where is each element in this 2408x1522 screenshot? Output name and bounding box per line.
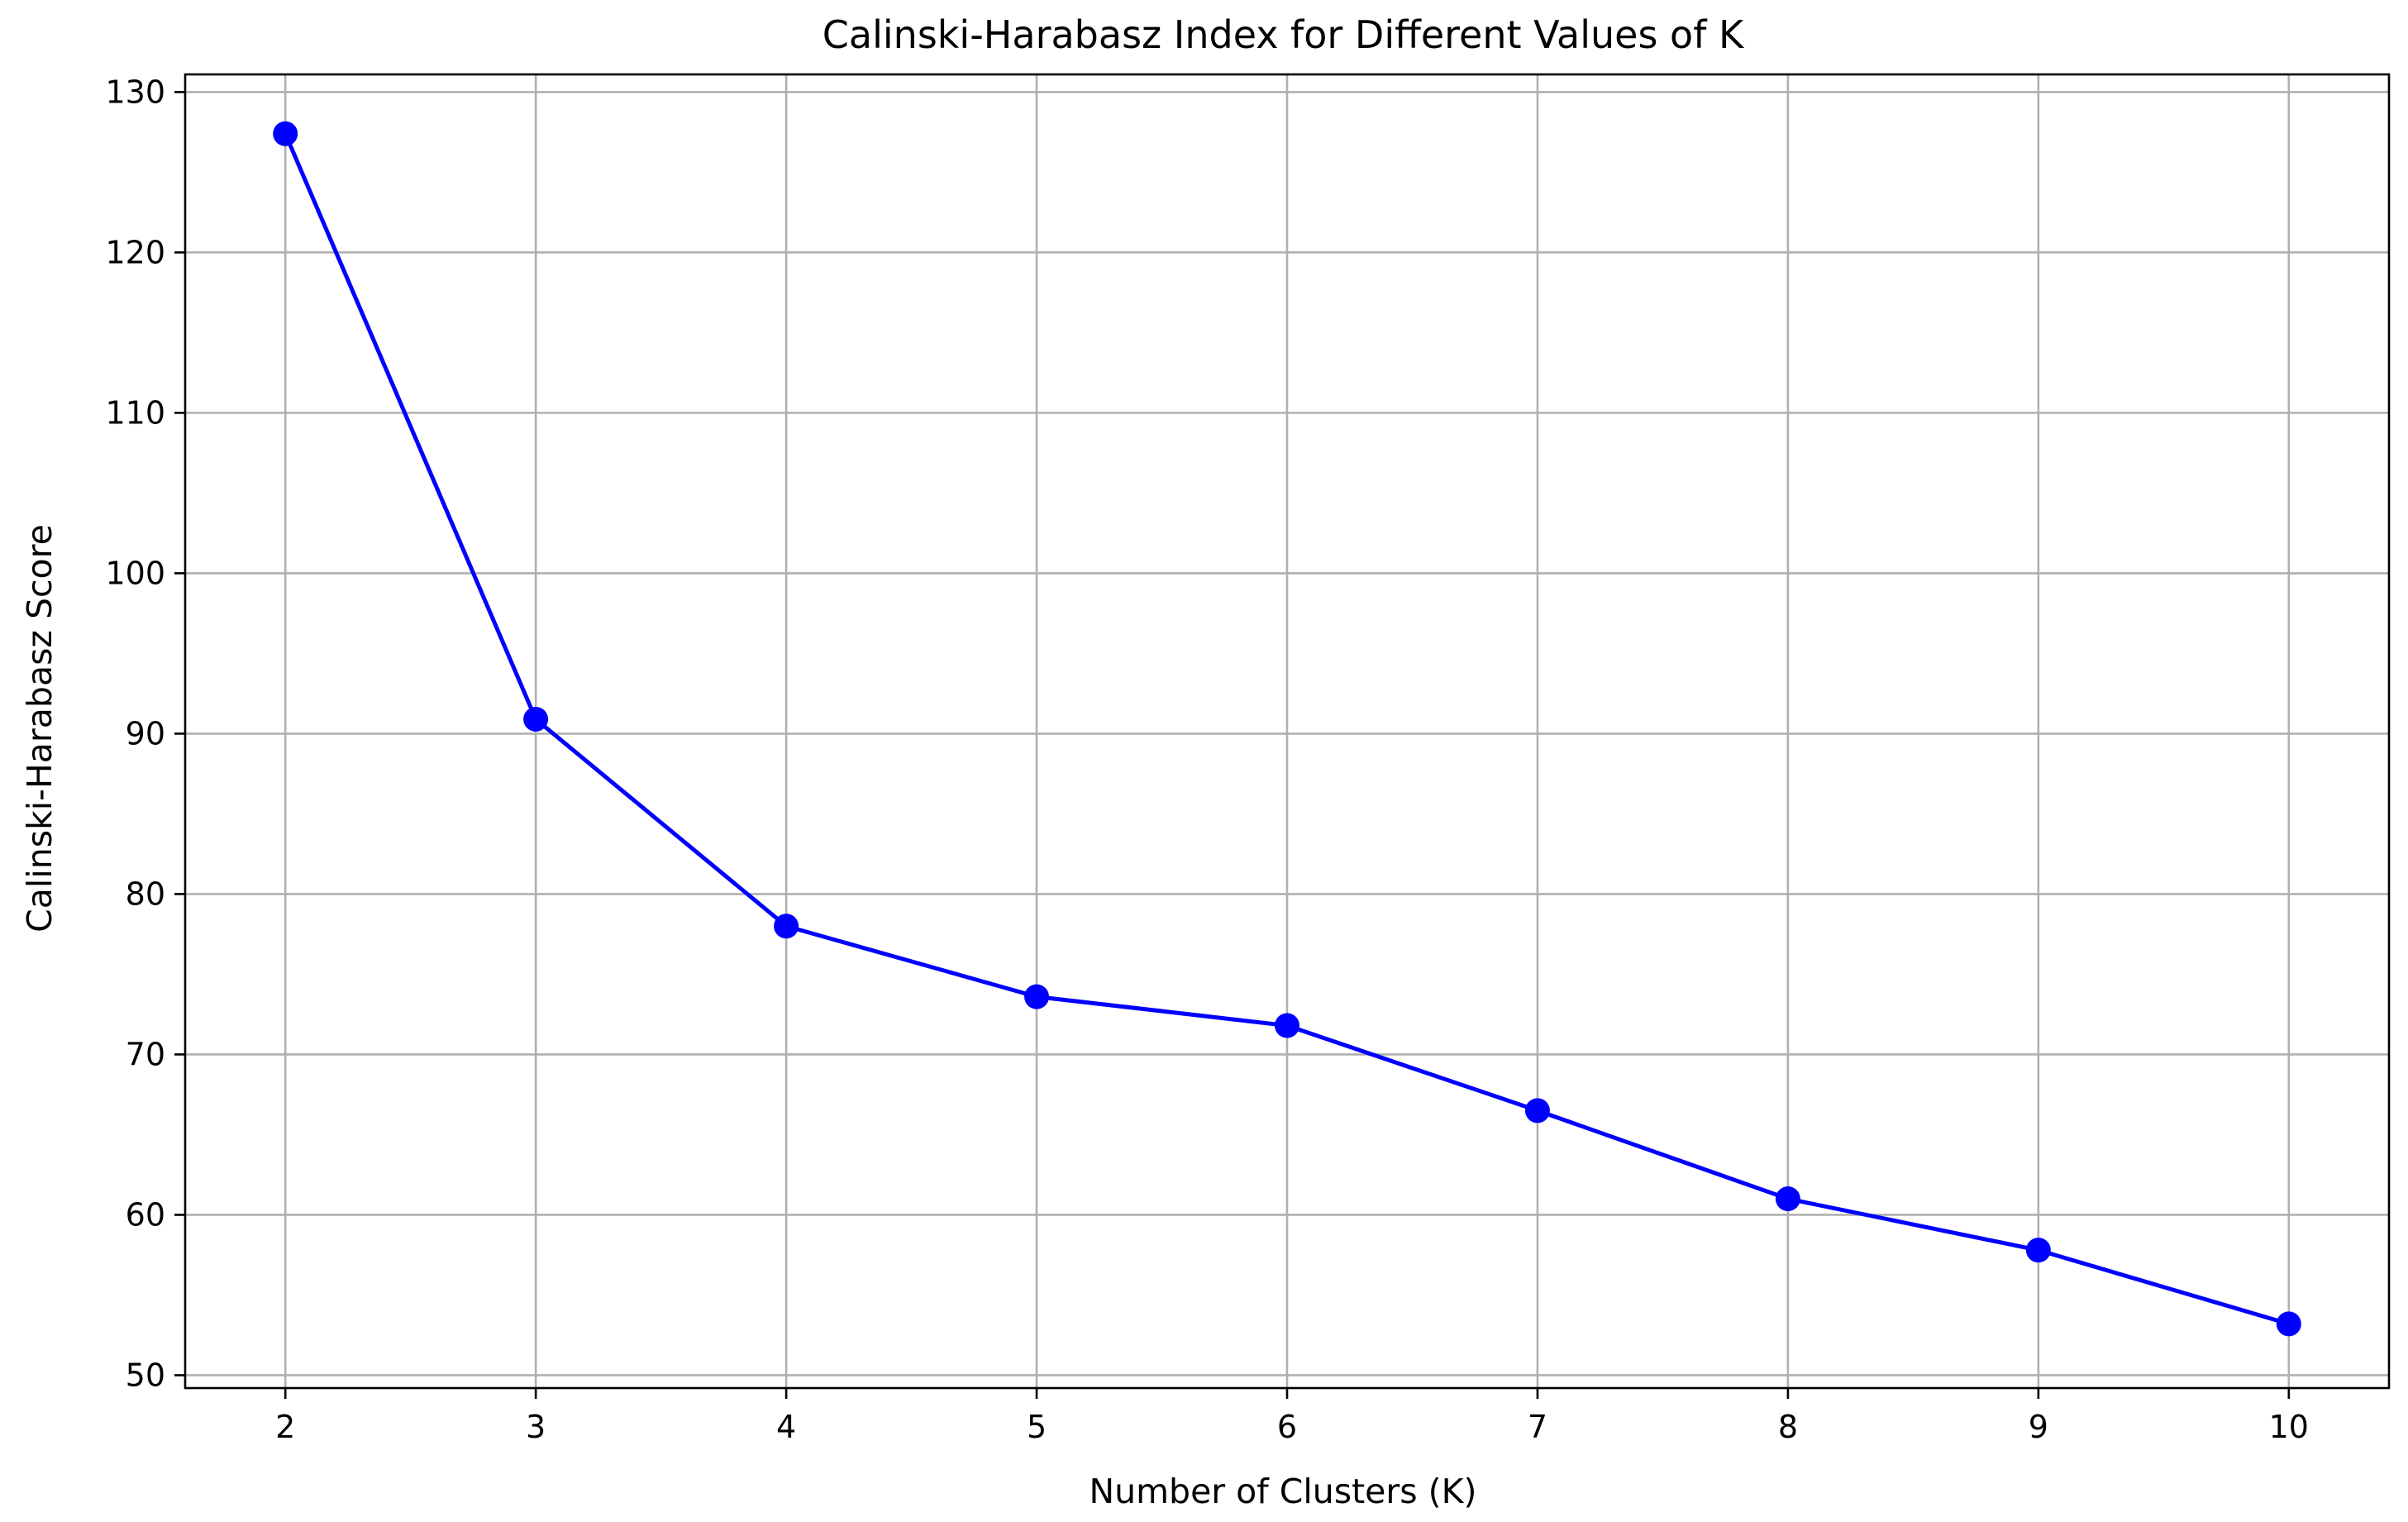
data-point xyxy=(1275,1013,1299,1038)
x-axis-ticks: 2 3 4 5 6 7 8 9 10 xyxy=(275,1388,2309,1445)
y-tick-label: 100 xyxy=(105,555,165,591)
data-point xyxy=(273,121,298,146)
data-point xyxy=(1524,1098,1550,1124)
data-point xyxy=(1024,984,1050,1009)
y-tick-label: 110 xyxy=(105,394,165,431)
data-point xyxy=(2276,1311,2301,1337)
x-tick-label: 10 xyxy=(2269,1409,2309,1445)
series-layer xyxy=(273,121,2301,1337)
x-tick-label: 9 xyxy=(2029,1409,2048,1445)
x-tick-label: 8 xyxy=(1778,1409,1798,1445)
y-tick-label: 80 xyxy=(126,876,165,912)
y-axis-label: Calinski-Harabasz Score xyxy=(20,524,60,933)
y-tick-label: 50 xyxy=(126,1357,165,1393)
data-point xyxy=(523,706,549,732)
x-axis-label: Number of Clusters (K) xyxy=(1089,1472,1476,1511)
x-tick-label: 6 xyxy=(1277,1409,1297,1445)
y-axis-ticks: 50 60 70 80 90 100 110 120 130 xyxy=(105,74,185,1393)
y-tick-label: 130 xyxy=(105,74,165,110)
x-tick-label: 2 xyxy=(275,1409,295,1445)
data-point xyxy=(2025,1238,2051,1263)
data-point xyxy=(774,914,799,939)
x-tick-label: 4 xyxy=(776,1409,796,1445)
y-tick-label: 120 xyxy=(105,234,165,270)
y-tick-label: 70 xyxy=(126,1036,165,1072)
x-tick-label: 5 xyxy=(1027,1409,1047,1445)
x-grid-lines xyxy=(284,74,2291,1388)
x-tick-label: 3 xyxy=(526,1409,546,1445)
y-grid-lines xyxy=(185,91,2389,1376)
data-point xyxy=(1775,1186,1800,1212)
y-tick-label: 90 xyxy=(126,715,165,751)
y-tick-label: 60 xyxy=(126,1196,165,1233)
x-tick-label: 7 xyxy=(1528,1409,1547,1445)
chart-title: Calinski-Harabasz Index for Different Va… xyxy=(823,12,1745,57)
